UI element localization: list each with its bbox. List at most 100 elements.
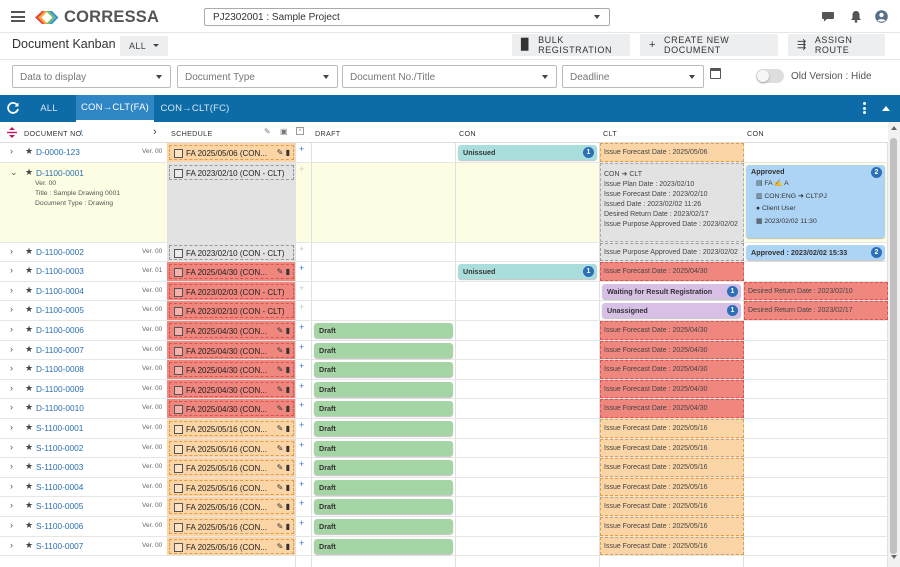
document-number-link[interactable]: D-1100-0004 [36,285,84,296]
scroll-down-arrow-icon[interactable] [891,555,897,559]
chevron-down-icon[interactable]: ⌄ [10,166,18,177]
star-icon[interactable]: ★ [25,304,34,315]
schedule-card[interactable]: FA 2025/05/06 (CON... ✎ ▮ [169,145,294,160]
chevron-right-icon[interactable]: › [10,422,13,432]
more-vertical-icon[interactable] [863,102,867,116]
delete-icon[interactable]: ▮ [285,424,290,433]
star-icon[interactable]: ★ [25,461,34,472]
data-to-display-select[interactable]: Data to display [12,65,171,88]
edit-icon[interactable]: ✎ [276,345,284,355]
edit-icon[interactable]: ✎ [264,127,272,136]
close-box-icon[interactable]: × [296,127,304,135]
chevron-right-icon[interactable]: › [10,304,13,315]
star-icon[interactable]: ★ [25,146,34,156]
checkbox[interactable] [174,366,183,376]
view-filter-dropdown[interactable]: ALL [120,36,168,56]
edit-icon[interactable]: ✎ [276,326,284,335]
checkbox[interactable] [174,464,183,474]
tab-con-clt-fa[interactable]: CON→CLT(FA) [76,95,154,122]
bell-icon[interactable] [850,10,862,23]
document-number-link[interactable]: D-1100-0008 [36,364,84,375]
chevron-right-icon[interactable]: › [10,146,13,156]
checkbox[interactable] [174,503,183,513]
document-number-link[interactable]: S-1100-0003 [36,462,84,473]
delete-icon[interactable]: ▮ [285,326,290,335]
checkbox[interactable] [174,248,183,258]
star-icon[interactable]: ★ [25,166,34,177]
add-icon[interactable]: + [299,518,305,528]
edit-icon[interactable]: ✎ [276,502,284,512]
schedule-card[interactable]: FA 2025/04/30 (CON... ✎ ▮ [169,362,294,378]
add-icon[interactable]: + [299,439,305,450]
chevron-right-icon[interactable]: › [10,284,13,295]
schedule-card[interactable]: FA 2023/02/03 (CON - CLT) [169,283,294,299]
add-icon[interactable]: + [299,459,305,470]
draft-card[interactable]: Draft [314,460,453,476]
edit-icon[interactable]: ✎ [276,482,284,492]
chevron-right-icon[interactable]: › [10,363,13,374]
schedule-card[interactable]: FA 2025/05/16 (CON... ✎ ▮ [169,519,294,534]
document-number-link[interactable]: D-1100-0001 [36,167,84,178]
add-icon[interactable]: + [299,144,305,154]
schedule-card[interactable]: FA 2025/04/30 (CON... ✎ ▮ [169,401,294,417]
schedule-card[interactable]: FA 2023/02/10 (CON - CLT) [169,164,294,180]
delete-icon[interactable]: ▮ [285,384,290,394]
chevron-right-icon[interactable]: › [10,324,13,334]
checkbox[interactable] [174,444,183,454]
delete-icon[interactable]: ▮ [285,522,290,531]
add-icon[interactable]: + [299,341,305,352]
chevron-right-icon[interactable]: › [10,539,13,550]
column-document-no[interactable]: DOCUMENT NO. [24,129,84,138]
delete-icon[interactable]: ▮ [285,267,290,277]
edit-icon[interactable]: ✎ [276,522,284,531]
delete-icon[interactable]: ▮ [285,148,290,157]
draft-card[interactable]: Draft [314,401,453,417]
chevron-right-icon[interactable]: › [10,402,13,413]
chevron-right-icon[interactable]: › [10,265,13,276]
draft-card[interactable]: Draft [314,362,453,378]
checkbox[interactable] [174,425,183,434]
unissued-card[interactable]: Unissued 1 [458,145,597,160]
checkbox[interactable] [174,523,183,532]
draft-card[interactable]: Draft [314,499,453,515]
checkbox[interactable] [174,327,183,336]
checkbox[interactable] [174,346,183,356]
document-number-link[interactable]: S-1100-0006 [36,521,84,531]
edit-icon[interactable]: ✎ [276,443,284,453]
document-number-link[interactable]: S-1100-0004 [36,481,84,492]
edit-icon[interactable]: ✎ [276,424,284,433]
draft-card[interactable]: Draft [314,421,453,436]
document-number-link[interactable]: D-1100-0003 [36,266,84,277]
add-icon[interactable]: + [299,420,305,430]
draft-card[interactable]: Draft [314,440,453,456]
sort-ascending-icon[interactable]: ↑ [79,127,84,137]
delete-icon[interactable]: ▮ [285,541,290,551]
chevron-right-icon[interactable]: › [10,500,13,511]
schedule-card[interactable]: FA 2025/05/16 (CON... ✎ ▮ [169,499,294,515]
add-icon[interactable]: + [299,282,305,293]
delete-icon[interactable]: ▮ [285,365,290,375]
add-icon[interactable]: + [299,163,305,174]
add-icon[interactable]: + [299,263,305,274]
add-icon[interactable]: + [299,380,305,391]
star-icon[interactable]: ★ [25,500,34,511]
user-account-icon[interactable] [875,10,888,23]
chevron-right-icon[interactable]: › [10,461,13,472]
star-icon[interactable]: ★ [25,363,34,374]
schedule-card[interactable]: FA 2025/05/16 (CON... ✎ ▮ [169,421,294,436]
checkbox[interactable] [174,385,183,395]
star-icon[interactable]: ★ [25,324,34,334]
document-number-link[interactable]: S-1100-0002 [36,442,84,453]
approved-card[interactable]: Approved : 2023/02/02 15:33 2 [746,244,885,260]
edit-icon[interactable]: ✎ [276,267,284,277]
document-number-link[interactable]: S-1100-0001 [36,423,84,433]
unissued-card[interactable]: Unissued 1 [458,264,597,280]
chevron-right-icon[interactable]: › [10,441,13,452]
edit-icon[interactable]: ✎ [276,148,284,157]
schedule-card[interactable]: FA 2025/04/30 (CON... ✎ ▮ [169,381,294,397]
star-icon[interactable]: ★ [25,441,34,452]
add-icon[interactable]: + [299,478,305,489]
add-icon[interactable]: + [299,537,305,548]
star-icon[interactable]: ★ [25,343,34,354]
add-icon[interactable]: + [299,302,305,313]
